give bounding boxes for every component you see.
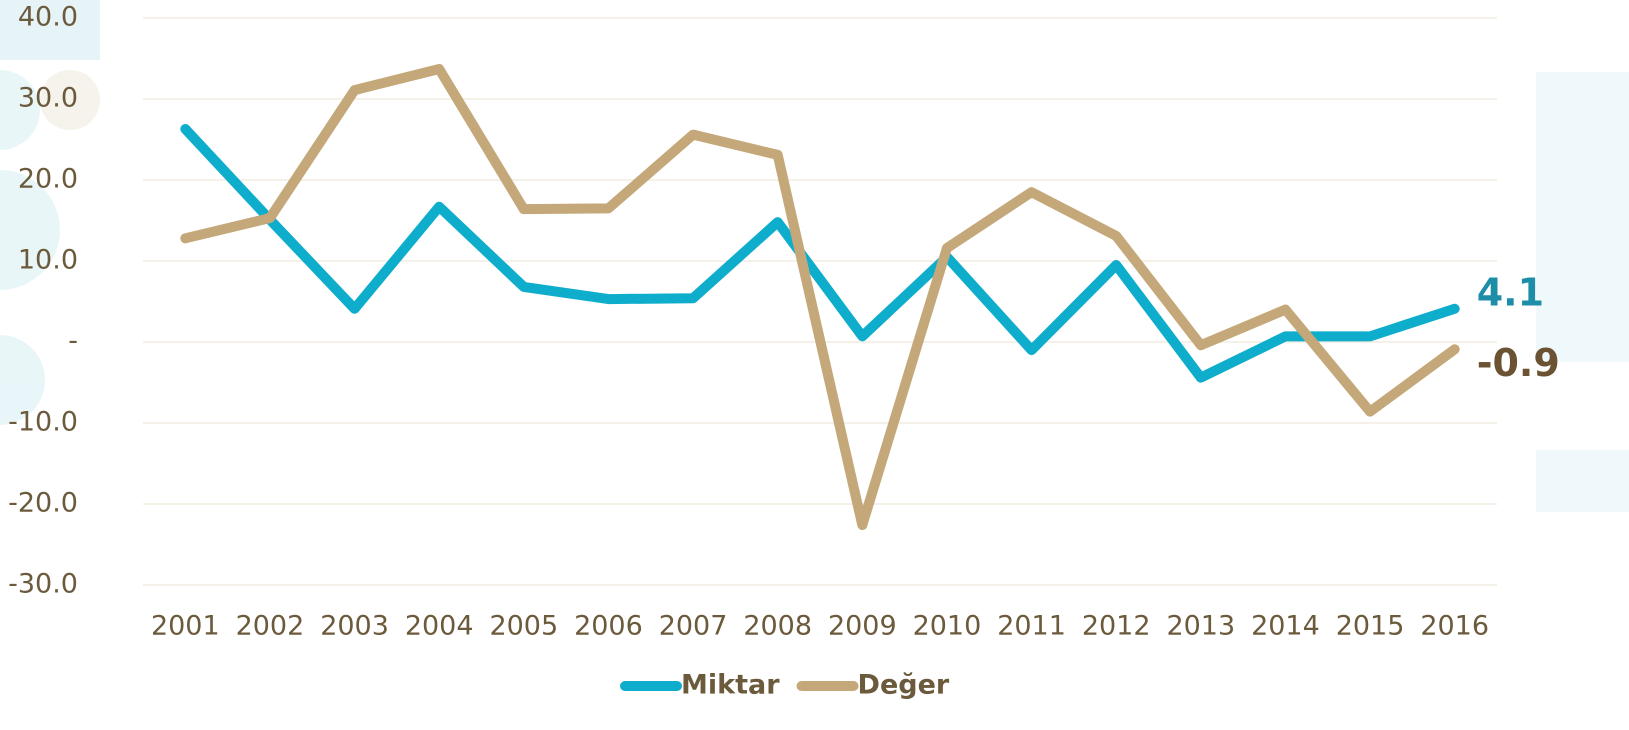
y-tick-label: 20.0 (18, 164, 78, 195)
x-tick-label: 2010 (913, 611, 982, 642)
x-tick-label: 2013 (1166, 611, 1235, 642)
x-tick-label: 2008 (743, 611, 812, 642)
legend-label: Değer (858, 670, 950, 701)
series-line (180, 64, 1460, 531)
end-label: 4.1 (1477, 270, 1544, 314)
x-tick-label: 2003 (320, 611, 389, 642)
legend-label: Miktar (681, 670, 780, 701)
y-tick-label: 40.0 (18, 2, 78, 33)
x-tick-label: 2004 (405, 611, 474, 642)
x-tick-label: 2001 (151, 611, 220, 642)
x-tick-label: 2015 (1336, 611, 1405, 642)
x-tick-label: 2007 (659, 611, 728, 642)
y-tick-label: -20.0 (8, 488, 78, 519)
y-tick-label: -10.0 (8, 407, 78, 438)
y-tick-label: 30.0 (18, 83, 78, 114)
y-tick-label: -30.0 (8, 569, 78, 600)
end-label: -0.9 (1477, 341, 1560, 385)
y-tick-label: - (68, 326, 78, 357)
decoration (0, 0, 1629, 512)
x-tick-label: 2016 (1420, 611, 1489, 642)
x-tick-label: 2014 (1251, 611, 1320, 642)
x-tick-label: 2005 (489, 611, 558, 642)
x-tick-label: 2006 (574, 611, 643, 642)
series-line (180, 123, 1460, 383)
y-tick-label: 10.0 (18, 245, 78, 276)
x-tick-label: 2012 (1082, 611, 1151, 642)
x-tick-label: 2011 (997, 611, 1066, 642)
x-tick-label: 2009 (828, 611, 897, 642)
x-tick-label: 2002 (236, 611, 305, 642)
